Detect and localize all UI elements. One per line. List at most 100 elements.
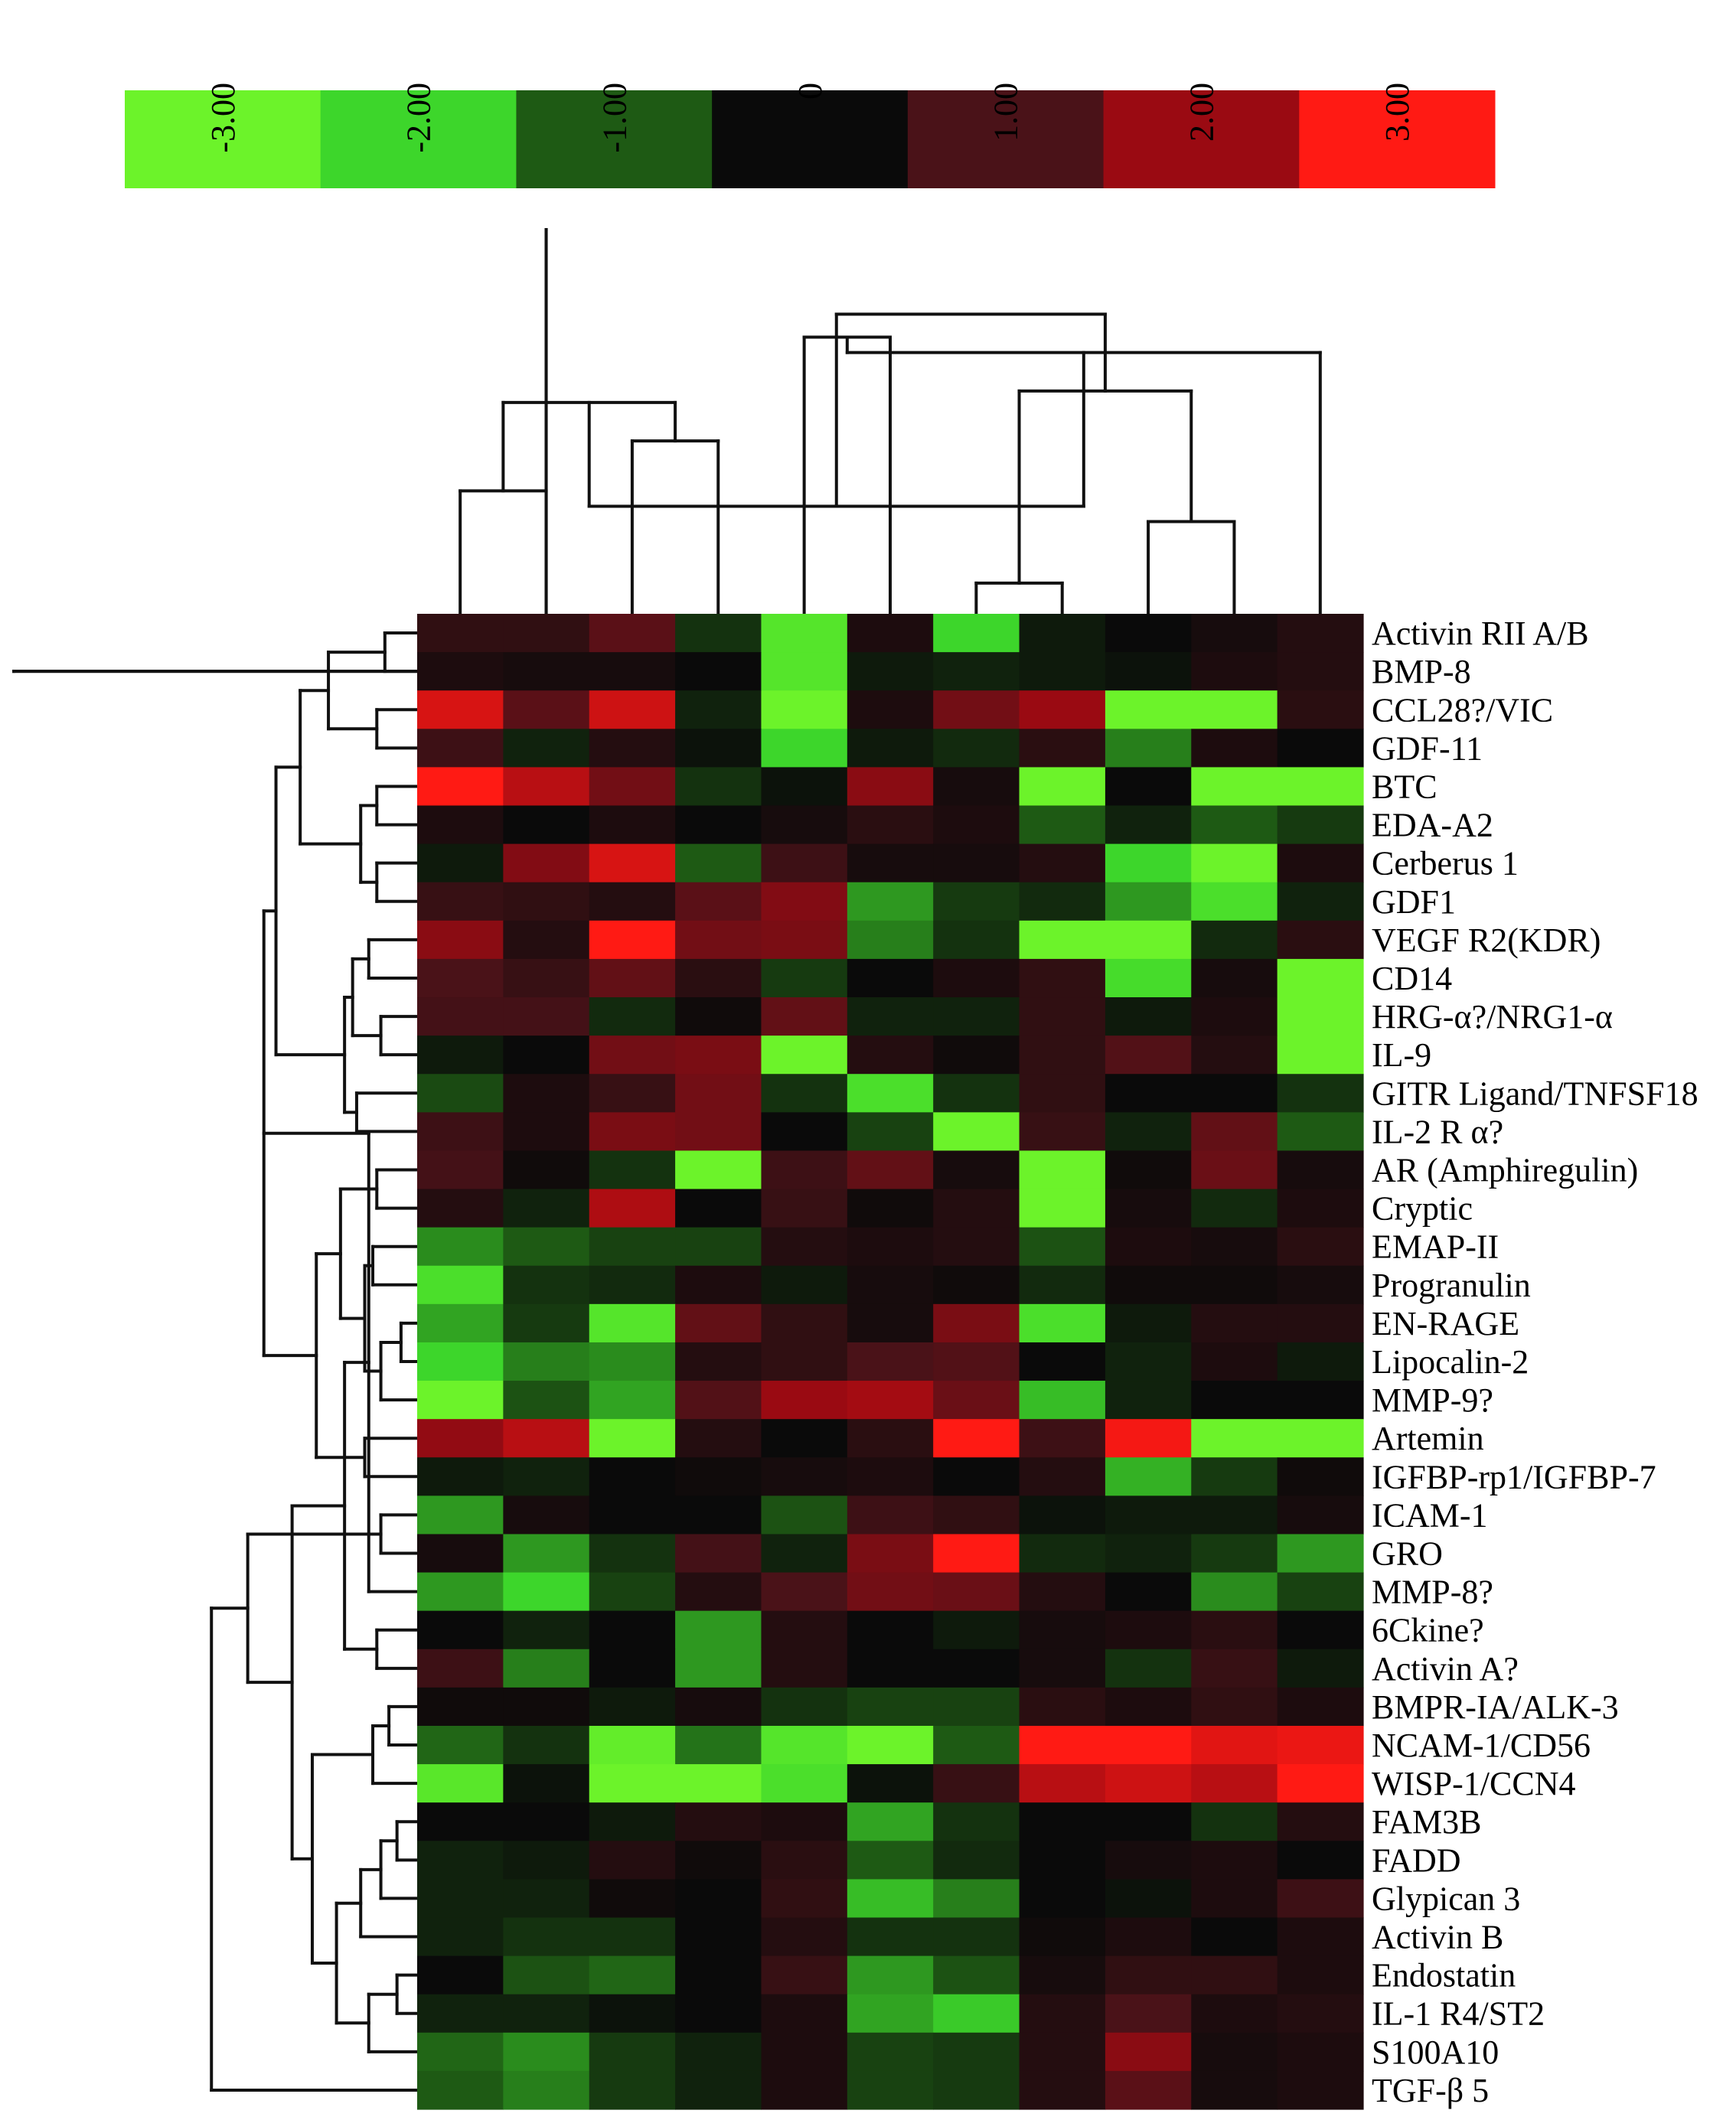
- heatmap-cell: [1019, 1074, 1106, 1113]
- heatmap-cell: [1105, 1841, 1192, 1880]
- heatmap-cell: [417, 1649, 504, 1688]
- heatmap-cell: [675, 997, 762, 1036]
- heatmap-cell: [933, 997, 1020, 1036]
- heatmap-cell: [589, 614, 676, 653]
- heatmap-cell: [1191, 843, 1278, 883]
- heatmap-cell: [1019, 1725, 1106, 1765]
- heatmap-cell: [417, 652, 504, 691]
- heatmap-cell: [1019, 1189, 1106, 1228]
- colorbar-tick-label: 1.00: [987, 83, 1025, 142]
- heatmap-cell: [761, 2070, 848, 2110]
- heatmap-cell: [1191, 882, 1278, 921]
- colorbar-tick-label: 0: [791, 83, 829, 99]
- heatmap-cell: [1191, 614, 1278, 653]
- heatmap-cell: [675, 1265, 762, 1305]
- heatmap-cell: [1277, 690, 1364, 729]
- heatmap-cell: [589, 1534, 676, 1574]
- row-dendrogram: [12, 631, 419, 2092]
- heatmap-cell: [847, 997, 934, 1036]
- heatmap-cell: [589, 1994, 676, 2034]
- heatmap-cell: [1019, 1419, 1106, 1458]
- heatmap-cell: [1105, 2032, 1192, 2072]
- colorbar-tick-label: -2.00: [400, 83, 438, 153]
- heatmap-cell: [675, 920, 762, 960]
- heatmap-cell: [933, 1764, 1020, 1803]
- row-label: Glypican 3: [1372, 1880, 1520, 1917]
- heatmap-cell: [847, 1572, 934, 1612]
- heatmap-cell: [933, 1841, 1020, 1880]
- heatmap-cell: [1277, 958, 1364, 998]
- heatmap-cell: [589, 805, 676, 845]
- heatmap-cell: [675, 1381, 762, 1420]
- heatmap-cell: [1191, 1534, 1278, 1574]
- heatmap-cell: [761, 1879, 848, 1919]
- heatmap-cell: [847, 690, 934, 729]
- heatmap-cell: [1277, 805, 1364, 845]
- heatmap-cell: [589, 2032, 676, 2072]
- heatmap-cell: [589, 1955, 676, 1995]
- heatmap-cell: [503, 920, 590, 960]
- heatmap-cell: [1019, 1764, 1106, 1803]
- heatmap-cell: [847, 1879, 934, 1919]
- heatmap-cell: [1105, 1764, 1192, 1803]
- heatmap-cell: [1105, 652, 1192, 691]
- heatmap-cell: [675, 1610, 762, 1650]
- heatmap-cell: [933, 1189, 1020, 1228]
- row-label: BMPR-IA/ALK-3: [1372, 1688, 1619, 1726]
- heatmap-cell: [761, 1381, 848, 1420]
- heatmap-cell: [589, 958, 676, 998]
- heatmap-cell: [847, 614, 934, 653]
- heatmap-cell: [503, 1572, 590, 1612]
- heatmap-cell: [1277, 652, 1364, 691]
- heatmap-cell: [1191, 1303, 1278, 1343]
- heatmap-cell: [1277, 1725, 1364, 1765]
- heatmap-cell: [503, 1150, 590, 1190]
- heatmap-cell: [1019, 1303, 1106, 1343]
- heatmap-cell: [417, 1764, 504, 1803]
- heatmap-cell: [933, 2070, 1020, 2110]
- heatmap-cell: [1277, 1802, 1364, 1841]
- heatmap-cell: [1019, 958, 1106, 998]
- heatmap-cell: [761, 2032, 848, 2072]
- heatmap-cell: [933, 920, 1020, 960]
- heatmap-cell: [933, 1955, 1020, 1995]
- heatmap-cell: [503, 1917, 590, 1957]
- heatmap-cell: [589, 1802, 676, 1841]
- heatmap-cell: [933, 1419, 1020, 1458]
- heatmap-cell: [933, 1534, 1020, 1574]
- heatmap-cell: [933, 1994, 1020, 2034]
- heatmap-cell: [675, 1917, 762, 1957]
- heatmap-cell: [589, 1036, 676, 1075]
- heatmap-cell: [675, 767, 762, 807]
- heatmap-cell: [1277, 920, 1364, 960]
- heatmap-cell: [589, 1649, 676, 1688]
- heatmap-cell: [1191, 767, 1278, 807]
- row-label: GRO: [1372, 1535, 1443, 1573]
- heatmap-cell: [847, 1649, 934, 1688]
- heatmap-cell: [1191, 1610, 1278, 1650]
- heatmap-cell: [761, 1725, 848, 1765]
- heatmap-cell: [1105, 2070, 1192, 2110]
- row-label: IL-1 R4/ST2: [1372, 1995, 1545, 2033]
- row-label: 6Ckine?: [1372, 1612, 1484, 1649]
- heatmap-cell: [417, 958, 504, 998]
- heatmap-cell: [417, 1074, 504, 1113]
- heatmap-cell: [675, 805, 762, 845]
- heatmap-cell: [417, 1725, 504, 1765]
- heatmap-cell: [761, 882, 848, 921]
- heatmap-cell: [933, 614, 1020, 653]
- heatmap-cell: [589, 2070, 676, 2110]
- heatmap-cell: [1019, 1342, 1106, 1381]
- heatmap-cell: [933, 1802, 1020, 1841]
- heatmap-cell: [675, 1879, 762, 1919]
- heatmap-cell: [847, 1802, 934, 1841]
- row-label: Cerberus 1: [1372, 845, 1519, 882]
- heatmap-cell: [1019, 1841, 1106, 1880]
- heatmap-cell: [417, 729, 504, 768]
- heatmap-cell: [761, 767, 848, 807]
- heatmap-cell: [417, 1955, 504, 1995]
- heatmap-cell: [1277, 1955, 1364, 1995]
- heatmap-cell: [933, 1879, 1020, 1919]
- heatmap-cell: [1105, 1419, 1192, 1458]
- heatmap-cell: [503, 1955, 590, 1995]
